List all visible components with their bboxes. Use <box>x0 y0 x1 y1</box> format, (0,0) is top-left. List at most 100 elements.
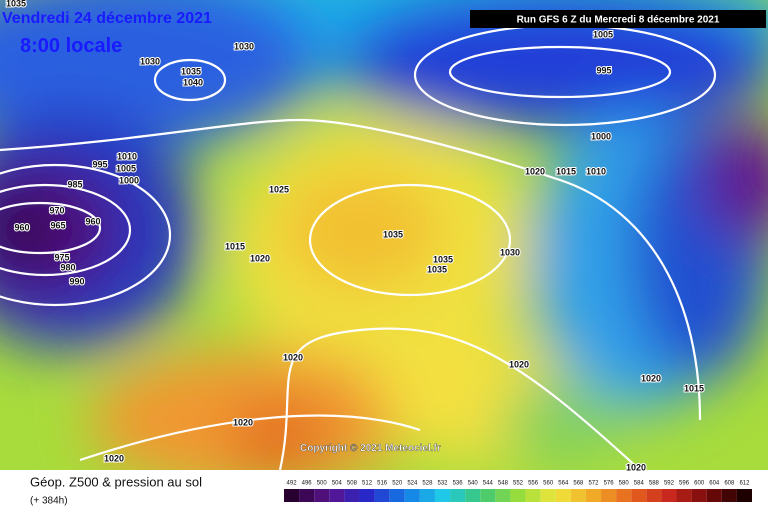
scale-label: 588 <box>649 481 660 487</box>
isobar-label: 1040 <box>183 77 203 87</box>
scale-label: 548 <box>498 481 509 487</box>
isobar-label: 1025 <box>269 184 289 194</box>
scale-swatch <box>616 489 632 502</box>
scale-label: 576 <box>604 481 615 487</box>
scale-label: 604 <box>709 481 720 487</box>
scale-swatch <box>676 489 692 502</box>
scale-label: 500 <box>317 481 328 487</box>
scale-swatch <box>691 489 707 502</box>
scale-swatch <box>661 489 677 502</box>
scale-label: 568 <box>573 481 584 487</box>
isobar-label: 1030 <box>140 56 160 66</box>
run-info: Run GFS 6 Z du Mercredi 8 décembre 2021 <box>517 15 720 26</box>
scale-label: 612 <box>739 481 750 487</box>
isobar-label: 965 <box>50 220 65 230</box>
scale-label: 572 <box>588 481 599 487</box>
isobar-label: 985 <box>67 179 82 189</box>
forecast-time: 8:00 locale <box>20 35 122 57</box>
scale-label: 540 <box>468 481 479 487</box>
scale-swatch <box>374 489 390 502</box>
isobar-label: 1030 <box>234 41 254 51</box>
scale-swatch <box>601 489 617 502</box>
scale-swatch <box>736 489 752 502</box>
scale-label: 492 <box>287 481 298 487</box>
scale-label: 584 <box>634 481 645 487</box>
scale-swatch <box>570 489 586 502</box>
isobar-label: 1035 <box>181 66 201 76</box>
run-banner <box>470 10 766 28</box>
scale-label: 516 <box>377 481 388 487</box>
scale-label: 552 <box>513 481 524 487</box>
scale-label: 532 <box>438 481 449 487</box>
isobar-label: 1030 <box>500 247 520 257</box>
legend-title: Géop. Z500 & pression au sol <box>30 474 202 489</box>
scale-swatch <box>540 489 556 502</box>
scale-label: 560 <box>543 481 554 487</box>
isobar-label: 1005 <box>116 163 136 173</box>
isobar-label: 1010 <box>586 166 606 176</box>
scale-swatch <box>404 489 420 502</box>
scale-swatch <box>359 489 375 502</box>
isobar-label: 1015 <box>556 166 576 176</box>
scale-label: 580 <box>619 481 630 487</box>
isobar-label: 1005 <box>593 29 613 39</box>
scale-swatch <box>284 489 300 502</box>
isobar-label: 1020 <box>509 359 529 369</box>
scale-label: 564 <box>558 481 569 487</box>
isobar-label: 1020 <box>641 373 661 383</box>
isobar-label: 1000 <box>591 131 611 141</box>
isobar-label: 980 <box>60 262 75 272</box>
scale-label: 512 <box>362 481 373 487</box>
scale-swatch <box>389 489 405 502</box>
scale-label: 592 <box>664 481 675 487</box>
isobar-label: 975 <box>54 252 69 262</box>
isobar-label: 1015 <box>684 383 704 393</box>
scale-label: 608 <box>724 481 735 487</box>
isobar-label: 970 <box>49 205 64 215</box>
scale-swatch <box>344 489 360 502</box>
isobar-label: 1020 <box>250 253 270 263</box>
isobar-label: 995 <box>92 159 107 169</box>
scale-swatch <box>525 489 541 502</box>
scale-label: 536 <box>453 481 464 487</box>
isobar-label: 1020 <box>525 166 545 176</box>
scale-label: 508 <box>347 481 358 487</box>
scale-swatch <box>329 489 345 502</box>
scale-label: 556 <box>528 481 539 487</box>
color-scale: 492 496 500 504 508 512 516 520 524 528 532 536 540 5… <box>284 481 752 502</box>
isobar-label: 990 <box>69 276 84 286</box>
scale-swatch <box>495 489 511 502</box>
isobar-label: 1015 <box>225 241 245 251</box>
scale-swatch <box>555 489 571 502</box>
isobar-label: 960 <box>85 216 100 226</box>
isobar-label: 1035 <box>6 0 26 8</box>
isobar-label: 1035 <box>427 264 447 274</box>
scale-label: 504 <box>332 481 343 487</box>
scale-label: 524 <box>407 481 418 487</box>
isobar-label: 1020 <box>626 462 646 472</box>
copyright: Copyright © 2021 Meteociel.fr <box>300 443 441 454</box>
scale-swatch <box>450 489 466 502</box>
scale-label: 596 <box>679 481 690 487</box>
scale-label: 544 <box>483 481 494 487</box>
scale-label: 496 <box>302 481 313 487</box>
scale-swatch <box>510 489 526 502</box>
scale-swatch <box>314 489 330 502</box>
scale-swatch <box>585 489 602 502</box>
isobar-label: 1000 <box>119 175 139 185</box>
forecast-date: Vendredi 24 décembre 2021 <box>2 10 212 27</box>
isobar-label: 1035 <box>433 254 453 264</box>
isobar-label: 995 <box>596 65 611 75</box>
scale-label: 520 <box>392 481 403 487</box>
scale-swatch <box>419 489 435 502</box>
scale-swatch <box>434 489 451 502</box>
map-field <box>0 0 768 470</box>
isobar-label: 1020 <box>233 417 253 427</box>
isobar-label: 1010 <box>117 151 137 161</box>
legend-subtitle: (+ 384h) <box>30 496 68 507</box>
scale-label: 528 <box>422 481 433 487</box>
isobars <box>0 23 717 470</box>
scale-swatch <box>706 489 722 502</box>
